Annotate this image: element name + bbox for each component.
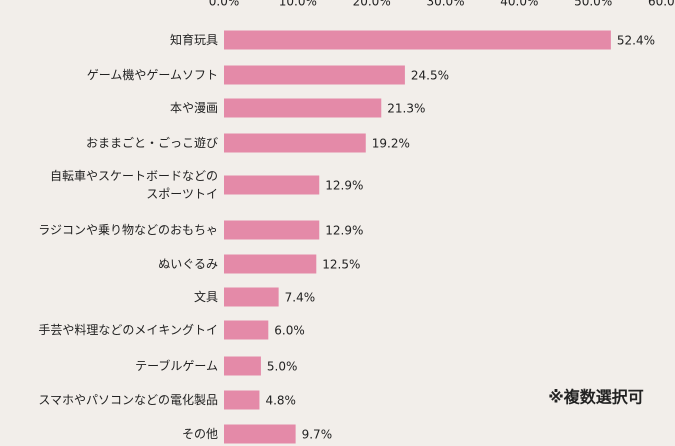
y-tick-label: ぬいぐるみ (158, 257, 218, 271)
bar (224, 424, 296, 444)
y-tick-label: 自転車やスケートボードなどの スポーツトイ (49, 169, 218, 201)
x-tick-label: 0.0% (209, 0, 240, 9)
value-label: 5.0% (267, 360, 298, 374)
x-tick-label: 40.0% (500, 0, 538, 9)
value-label: 52.4% (617, 34, 655, 48)
bar (224, 30, 611, 50)
value-label: 12.9% (325, 179, 363, 193)
y-tick-label: ラジコンや乗り物などのおもちゃ (38, 223, 218, 237)
value-label: 6.0% (274, 324, 305, 338)
y-tick-label: 文具 (193, 290, 218, 304)
y-tick-label: テーブルゲーム (135, 359, 218, 373)
bar (224, 287, 279, 307)
x-tick-label: 20.0% (353, 0, 391, 9)
x-tick-label: 30.0% (426, 0, 464, 9)
bar (224, 220, 320, 240)
bar (224, 133, 366, 153)
y-tick-label: その他 (181, 427, 218, 441)
y-tick-label: スマホやパソコンなどの電化製品 (38, 393, 218, 407)
bar (224, 98, 382, 118)
y-tick-label: 知育玩具 (169, 33, 218, 47)
x-tick-label: 50.0% (574, 0, 612, 9)
bar (224, 65, 405, 85)
value-label: 7.4% (285, 291, 316, 305)
y-tick-label: 本や漫画 (169, 101, 218, 115)
bar (224, 320, 269, 340)
bar (224, 254, 317, 274)
value-label: 19.2% (372, 137, 410, 151)
annotation: ※複数選択可 (548, 388, 644, 407)
value-label: 9.7% (302, 428, 333, 442)
bar (224, 390, 260, 410)
y-tick-label: ゲーム機やゲームソフト (86, 68, 218, 82)
x-tick-label: 60.0% (648, 0, 675, 9)
y-tick-label: 手芸や料理などのメイキングトイ (38, 323, 218, 337)
value-label: 12.5% (322, 258, 360, 272)
x-tick-label: 10.0% (279, 0, 317, 9)
value-label: 12.9% (325, 224, 363, 238)
value-label: 4.8% (265, 394, 296, 408)
bar (224, 356, 261, 376)
value-label: 21.3% (387, 102, 425, 116)
value-label: 24.5% (411, 69, 449, 83)
bar (224, 175, 320, 195)
y-tick-label: おままごと・ごっこ遊び (85, 136, 218, 150)
